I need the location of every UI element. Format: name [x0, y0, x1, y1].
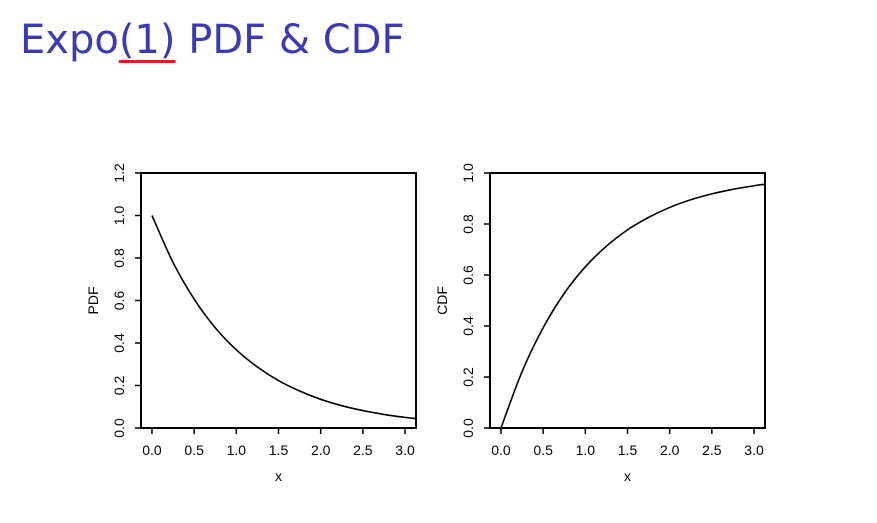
cdf-curve	[500, 183, 766, 429]
cdf-x-tick-label: 2.5	[702, 442, 722, 458]
pdf-y-tick-label: 0.8	[111, 248, 127, 268]
pdf-y-tick-label: 0.4	[111, 333, 127, 353]
pdf-y-tick-label: 0.6	[111, 291, 127, 311]
cdf-y-tick-label: 1.0	[460, 163, 476, 183]
cdf-chart: 0.0 0.5 1.0 1.5 2.0 2.5 3.0 0.0 0.2 0.4 0.6 0.8 1.0 x…	[434, 163, 766, 484]
pdf-x-tick-label: 1.5	[269, 442, 289, 458]
cdf-x-tick-label: 0.0	[491, 442, 511, 458]
pdf-x-tick-label: 0.0	[142, 442, 162, 458]
cdf-x-tick-label: 2.0	[660, 442, 680, 458]
pdf-chart: 0.0 0.5 1.0 1.5 2.0 2.5 3.0 0.0 0.2 0.4 0.6 0.8 1.0 1…	[85, 163, 417, 484]
cdf-x-tick-label: 3.0	[744, 442, 764, 458]
cdf-y-tick-label: 0.0	[460, 418, 476, 438]
cdf-x-tick-label: 1.0	[576, 442, 596, 458]
pdf-plot-frame	[140, 172, 417, 429]
pdf-curve	[151, 215, 417, 420]
cdf-y-tick-label: 0.4	[460, 316, 476, 336]
pdf-x-tick-label: 0.5	[184, 442, 204, 458]
pdf-y-tick-label: 0.2	[111, 376, 127, 396]
cdf-x-axis-label: x	[624, 468, 631, 484]
title-underlined-param: (1)	[118, 17, 176, 63]
cdf-x-tick-label: 1.5	[618, 442, 638, 458]
pdf-x-tick-label: 3.0	[395, 442, 415, 458]
pdf-x-tick-label: 2.0	[311, 442, 331, 458]
title-prefix: Expo	[20, 17, 119, 63]
pdf-y-tick-label: 1.2	[111, 163, 127, 183]
cdf-plot-frame	[489, 172, 766, 429]
pdf-y-tick-label: 0.0	[111, 418, 127, 438]
cdf-y-axis-label: CDF	[434, 286, 450, 315]
cdf-x-tick-label: 0.5	[533, 442, 553, 458]
title-suffix: PDF & CDF	[175, 17, 405, 63]
pdf-y-tick-label: 1.0	[111, 206, 127, 226]
cdf-y-tick-label: 0.2	[460, 367, 476, 387]
pdf-x-axis-label: x	[275, 468, 282, 484]
slide-title: Expo(1) PDF & CDF	[20, 14, 405, 66]
cdf-y-tick-label: 0.6	[460, 265, 476, 285]
pdf-x-tick-label: 1.0	[227, 442, 247, 458]
pdf-y-axis-label: PDF	[85, 287, 101, 315]
pdf-x-tick-label: 2.5	[353, 442, 373, 458]
cdf-y-tick-label: 0.8	[460, 214, 476, 234]
